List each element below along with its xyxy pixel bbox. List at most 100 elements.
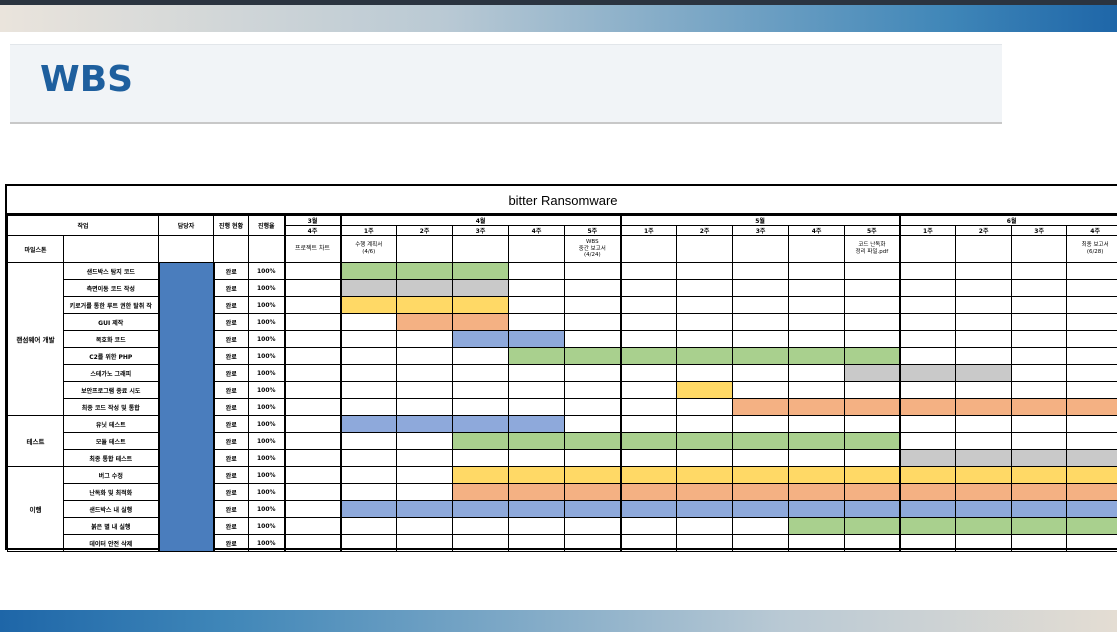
gantt-bar <box>620 432 678 450</box>
gantt-cell <box>284 449 342 467</box>
title-box: WBS <box>10 44 1002 124</box>
gantt-cell <box>844 534 901 552</box>
gantt-cell <box>1066 381 1117 399</box>
milestone-row: 마일스톤 프로젝트 차트 수행 계획서 (4/6) WBS 중간 보고서 (4/24)… <box>7 235 1117 263</box>
gantt-bar <box>732 398 790 416</box>
gantt-bar <box>452 279 510 297</box>
gantt-cell <box>732 517 790 535</box>
milestone-cell <box>788 235 846 263</box>
gantt-bar <box>955 364 1013 382</box>
gantt-bar <box>844 432 901 450</box>
task-progress: 100% <box>248 483 286 501</box>
gantt-bar <box>788 347 846 365</box>
gantt-cell <box>1066 432 1117 450</box>
task-name: 버그 수정 <box>62 466 160 484</box>
gantt-bar <box>1011 483 1068 501</box>
milestone-cell <box>508 235 566 263</box>
task-row: 데이터 안전 삭제 완료 100% <box>8 534 1117 552</box>
week-label: 1주 <box>620 225 678 236</box>
milestone-label: 마일스톤 <box>7 235 64 263</box>
gantt-cell <box>955 432 1013 450</box>
gantt-bar <box>844 466 901 484</box>
gantt-cell <box>732 279 790 297</box>
gantt-cell <box>899 313 957 331</box>
task-status: 완료 <box>213 279 250 297</box>
gantt-cell <box>1011 381 1068 399</box>
gantt-cell <box>508 364 566 382</box>
gantt-cell <box>788 381 846 399</box>
gantt-cell <box>564 517 622 535</box>
gantt-bar <box>899 500 957 518</box>
gantt-cell <box>955 262 1013 280</box>
gantt-cell <box>340 466 398 484</box>
gantt-cell <box>564 449 622 467</box>
gantt-bar <box>899 466 957 484</box>
wbs-grid: 작업 담당자 진행 현황 진행율 3월 4월 5월 6월 4주 1주 2주 3주 4주 5주 1주 2주 3주 4… <box>6 215 1117 552</box>
header-progress: 진행율 <box>248 215 286 236</box>
task-progress: 100% <box>248 398 286 416</box>
task-status: 완료 <box>213 449 250 467</box>
task-name: 난독화 및 최적화 <box>62 483 160 501</box>
gantt-cell <box>396 466 454 484</box>
gantt-cell <box>844 296 901 314</box>
week-label: 3주 <box>452 225 510 236</box>
task-status: 완료 <box>213 330 250 348</box>
gantt-bar <box>508 483 566 501</box>
gantt-cell <box>955 313 1013 331</box>
milestone-note: 수행 계획서 (4/6) <box>340 235 398 263</box>
gantt-bar <box>396 500 454 518</box>
gantt-bar <box>955 449 1013 467</box>
milestone-cell <box>396 235 454 263</box>
group-label: 랜섬웨어 개발 <box>7 262 64 416</box>
gantt-bar <box>1066 517 1117 535</box>
task-name: GUI 제작 <box>62 313 160 331</box>
gantt-bar <box>844 398 901 416</box>
task-progress: 100% <box>248 279 286 297</box>
gantt-cell <box>284 534 342 552</box>
gantt-cell <box>732 330 790 348</box>
task-name: 측면이동 코드 작성 <box>62 279 160 297</box>
task-progress: 100% <box>248 347 286 365</box>
gantt-cell <box>899 347 957 365</box>
gantt-cell <box>452 347 510 365</box>
gantt-cell <box>899 330 957 348</box>
task-row: C2를 위한 PHP 완료 100% <box>8 347 1117 365</box>
task-name: C2를 위한 PHP <box>62 347 160 365</box>
gantt-cell <box>284 364 342 382</box>
month-label: 4월 <box>340 215 622 226</box>
gantt-cell <box>732 534 790 552</box>
gantt-cell <box>508 398 566 416</box>
gantt-cell <box>564 398 622 416</box>
week-label: 4주 <box>1066 225 1117 236</box>
week-label: 1주 <box>340 225 398 236</box>
gantt-cell <box>284 415 342 433</box>
gantt-cell <box>564 364 622 382</box>
gantt-cell <box>788 262 846 280</box>
gantt-cell <box>732 262 790 280</box>
gantt-cell <box>844 449 901 467</box>
gantt-bar <box>1011 466 1068 484</box>
gantt-cell <box>396 398 454 416</box>
task-progress: 100% <box>248 432 286 450</box>
gantt-cell <box>340 398 398 416</box>
gantt-bar <box>732 483 790 501</box>
gantt-bar <box>564 483 622 501</box>
gantt-cell <box>788 449 846 467</box>
gantt-bar <box>396 279 454 297</box>
week-label: 2주 <box>676 225 734 236</box>
top-gradient-bar <box>0 5 1117 32</box>
gantt-cell <box>676 398 734 416</box>
gantt-cell <box>396 330 454 348</box>
gantt-bar <box>955 517 1013 535</box>
gantt-cell <box>564 415 622 433</box>
gantt-bar <box>1066 483 1117 501</box>
gantt-bar <box>452 313 510 331</box>
task-name: 데이터 안전 삭제 <box>62 534 160 552</box>
gantt-cell <box>732 364 790 382</box>
gantt-cell <box>788 313 846 331</box>
milestone-cell <box>676 235 734 263</box>
gantt-cell <box>508 296 566 314</box>
gantt-bar <box>955 466 1013 484</box>
gantt-cell <box>396 449 454 467</box>
wbs-table: 작업 담당자 진행 현황 진행율 3월 4월 5월 6월 4주 1주 2주 3주 4주 5주 1주 2주 3주 4… <box>6 215 1117 552</box>
